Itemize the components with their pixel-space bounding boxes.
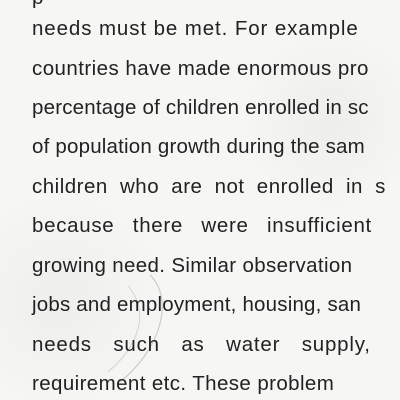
text-line: percentage of children enrolled in sc [32, 96, 369, 119]
text-line: p [32, 0, 44, 10]
text-line: because there were insufficient [32, 214, 372, 237]
text-line: needs must be met. For example [32, 17, 359, 40]
text-line: growing need. Similar observation [32, 254, 353, 277]
text-line: children who are not enrolled in s [32, 175, 386, 198]
text-line: requirement etc. These problem [32, 372, 335, 395]
text-line: jobs and employment, housing, san [32, 293, 362, 316]
text-line: needs such as water supply, [32, 333, 371, 356]
text-line: countries have made enormous pro [32, 57, 369, 80]
text-line: of population growth during the sam [32, 135, 365, 158]
